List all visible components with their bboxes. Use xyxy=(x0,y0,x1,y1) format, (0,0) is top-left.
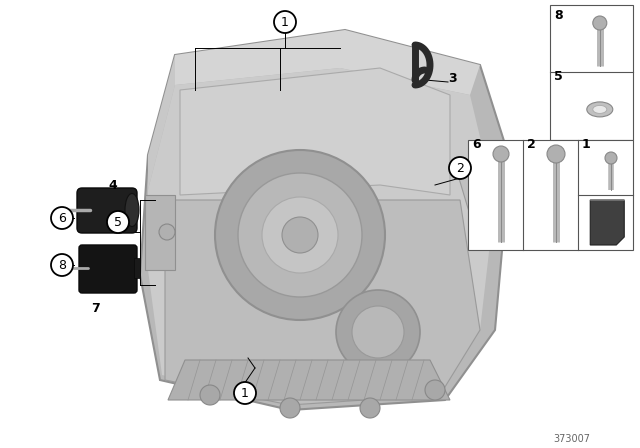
Text: 1: 1 xyxy=(582,138,591,151)
Circle shape xyxy=(262,197,338,273)
Text: 6: 6 xyxy=(58,211,66,224)
Circle shape xyxy=(200,385,220,405)
Circle shape xyxy=(51,207,73,229)
Text: 5: 5 xyxy=(554,70,563,83)
Text: 4: 4 xyxy=(109,178,117,191)
Polygon shape xyxy=(180,68,450,195)
Circle shape xyxy=(280,398,300,418)
Circle shape xyxy=(605,152,617,164)
Ellipse shape xyxy=(593,105,607,113)
Text: 8: 8 xyxy=(58,258,66,271)
Text: 373007: 373007 xyxy=(554,434,591,444)
Polygon shape xyxy=(140,30,510,410)
FancyBboxPatch shape xyxy=(77,188,137,233)
Polygon shape xyxy=(148,68,495,405)
Circle shape xyxy=(282,217,318,253)
Polygon shape xyxy=(175,30,480,95)
Text: 2: 2 xyxy=(456,161,464,175)
Circle shape xyxy=(238,173,362,297)
Circle shape xyxy=(593,16,607,30)
FancyBboxPatch shape xyxy=(79,245,137,293)
Bar xyxy=(550,5,633,140)
Circle shape xyxy=(215,150,385,320)
Circle shape xyxy=(51,254,73,276)
Circle shape xyxy=(352,306,404,358)
Circle shape xyxy=(449,157,471,179)
Text: 1: 1 xyxy=(281,16,289,29)
Polygon shape xyxy=(134,258,140,278)
Circle shape xyxy=(360,398,380,418)
Text: 1: 1 xyxy=(241,387,249,400)
Bar xyxy=(468,140,633,250)
Text: 2: 2 xyxy=(527,138,536,151)
Text: 3: 3 xyxy=(448,72,456,85)
Circle shape xyxy=(159,224,175,240)
Circle shape xyxy=(336,290,420,374)
Circle shape xyxy=(234,382,256,404)
Circle shape xyxy=(107,211,129,233)
Polygon shape xyxy=(455,155,515,215)
Polygon shape xyxy=(590,200,624,245)
Polygon shape xyxy=(165,200,480,405)
Circle shape xyxy=(425,380,445,400)
Circle shape xyxy=(274,11,296,33)
Text: 7: 7 xyxy=(91,302,99,314)
Text: 6: 6 xyxy=(472,138,481,151)
Ellipse shape xyxy=(587,102,613,117)
Polygon shape xyxy=(148,55,175,190)
Polygon shape xyxy=(168,360,450,400)
Circle shape xyxy=(493,146,509,162)
Ellipse shape xyxy=(125,194,139,227)
Polygon shape xyxy=(145,195,175,270)
Text: 5: 5 xyxy=(114,215,122,228)
Text: 8: 8 xyxy=(554,9,563,22)
Circle shape xyxy=(547,145,565,163)
